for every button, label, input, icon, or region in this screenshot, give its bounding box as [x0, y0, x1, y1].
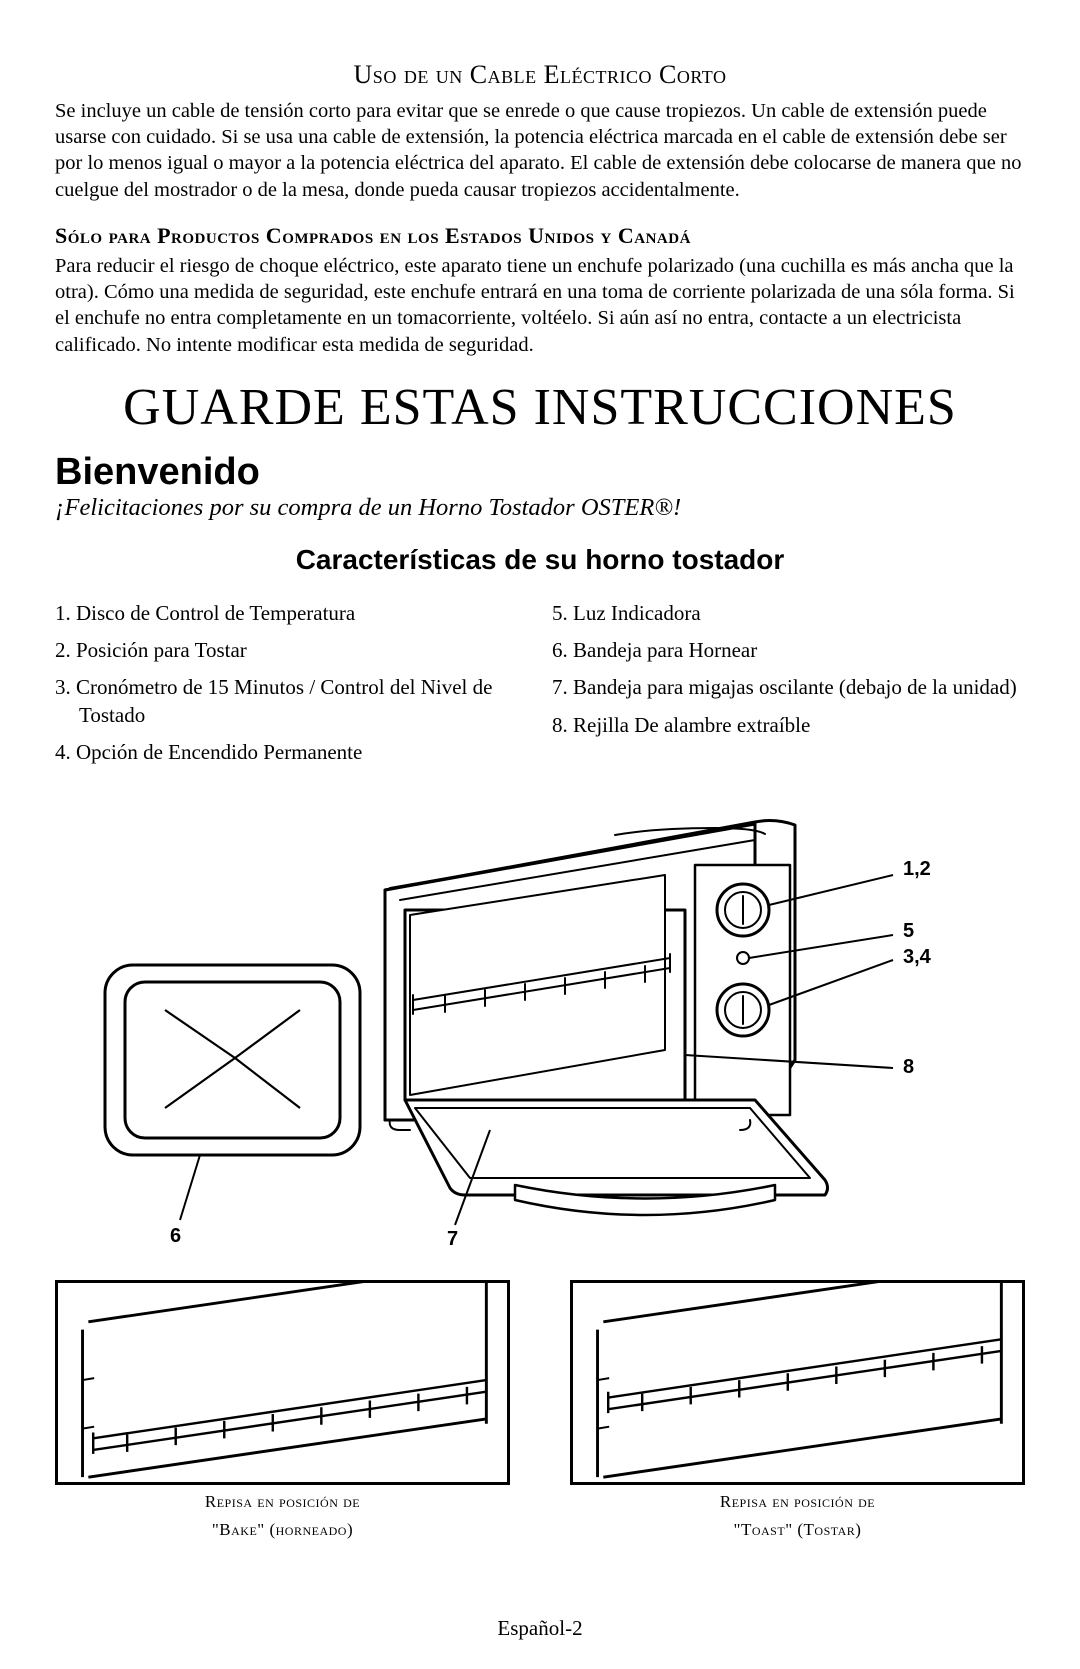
usa-canada-body: Para reducir el riesgo de choque eléctri…	[55, 253, 1025, 358]
oven-diagram: 1,2 5 3,4 8 6 7	[55, 800, 1025, 1270]
bake-position-figure: Repisa en posición de "Bake" (horneado)	[55, 1280, 510, 1540]
feature-item: 4. Opción de Encendido Permanente	[55, 739, 528, 766]
congrats-text: ¡Felicitaciones por su compra de un Horn…	[55, 494, 1025, 522]
callout-8: 8	[903, 1056, 914, 1079]
save-instructions-heading: GUARDE ESTAS INSTRUCCIONES	[55, 378, 1025, 437]
oven-illustration	[55, 800, 1025, 1270]
features-col-right: 5. Luz Indicadora 6. Bandeja para Hornea…	[552, 600, 1025, 776]
features-columns: 1. Disco de Control de Temperatura 2. Po…	[55, 600, 1025, 776]
toast-caption-line1: Repisa en posición de	[570, 1491, 1025, 1512]
bake-rack-illustration	[58, 1283, 507, 1482]
rack-position-figures: Repisa en posición de "Bake" (horneado)	[55, 1280, 1025, 1540]
feature-item: 6. Bandeja para Hornear	[552, 637, 1025, 664]
callout-1-2: 1,2	[903, 858, 931, 881]
callout-7: 7	[447, 1228, 458, 1251]
feature-item: 3. Cronómetro de 15 Minutos / Control de…	[55, 674, 528, 729]
feature-item: 2. Posición para Tostar	[55, 637, 528, 664]
bake-caption-line2: "Bake" (horneado)	[55, 1519, 510, 1540]
usa-canada-heading: Sólo para Productos Comprados en los Est…	[55, 223, 1025, 249]
toast-rack-illustration	[573, 1283, 1022, 1482]
callout-5: 5	[903, 920, 914, 943]
callout-6: 6	[170, 1225, 181, 1248]
toast-caption-line2: "Toast" (Tostar)	[570, 1519, 1025, 1540]
cord-body: Se incluye un cable de tensión corto par…	[55, 98, 1025, 203]
features-col-left: 1. Disco de Control de Temperatura 2. Po…	[55, 600, 528, 776]
bake-caption-line1: Repisa en posición de	[55, 1491, 510, 1512]
feature-item: 5. Luz Indicadora	[552, 600, 1025, 627]
feature-item: 1. Disco de Control de Temperatura	[55, 600, 528, 627]
cord-heading: Uso de un Cable Eléctrico Corto	[55, 60, 1025, 90]
page-number: Español-2	[0, 1616, 1080, 1641]
callout-3-4: 3,4	[903, 946, 931, 969]
features-heading: Características de su horno tostador	[55, 544, 1025, 576]
toast-position-figure: Repisa en posición de "Toast" (Tostar)	[570, 1280, 1025, 1540]
welcome-heading: Bienvenido	[55, 451, 1025, 494]
feature-item: 8. Rejilla De alambre extraíble	[552, 712, 1025, 739]
feature-item: 7. Bandeja para migajas oscilante (debaj…	[552, 674, 1025, 701]
